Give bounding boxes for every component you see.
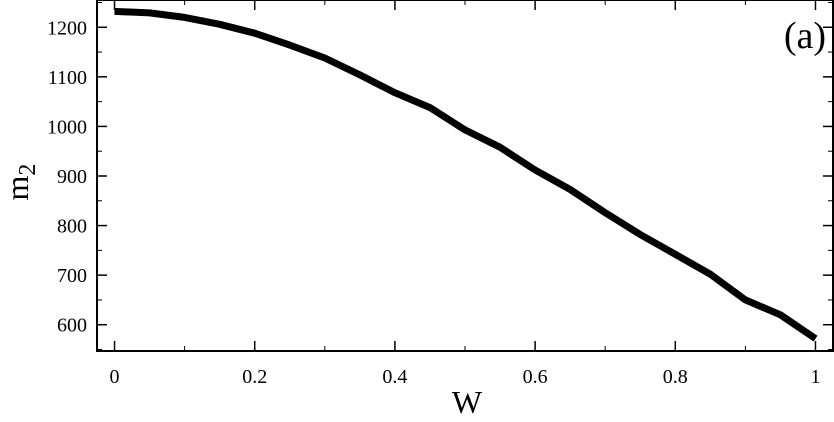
series-layer [114,11,815,338]
plot-frame [97,0,833,351]
x-axis-label: W [452,384,483,417]
x-tick-label: 0.4 [382,366,407,388]
y-tick-label: 800 [57,216,87,238]
y-tick-label: 1200 [47,17,87,39]
x-tick-label: 0.8 [663,366,688,388]
y-axis-label: m2 [0,164,41,201]
y-tick-label: 900 [57,166,87,188]
x-tick-label: 0 [110,366,120,388]
series-line [115,11,816,338]
y-tick-label: 700 [57,265,87,287]
y-tick-label: 1000 [47,116,87,138]
y-axis-label-base: m [0,175,35,200]
panel-label: (a) [784,15,826,57]
x-tick-label: 1 [810,366,820,388]
tick-labels-layer: 0 0.2 0.4 0.6 0.8 1 600 700 800 900 1000 1100 1200 [47,17,820,388]
ticks-layer [97,0,833,351]
y-tick-label: 1100 [48,67,87,89]
y-tick-label: 600 [57,315,87,337]
y-axis-label-subscript: 2 [15,164,41,176]
x-tick-label: 0.6 [523,366,548,388]
x-tick-label: 0.2 [242,366,267,388]
